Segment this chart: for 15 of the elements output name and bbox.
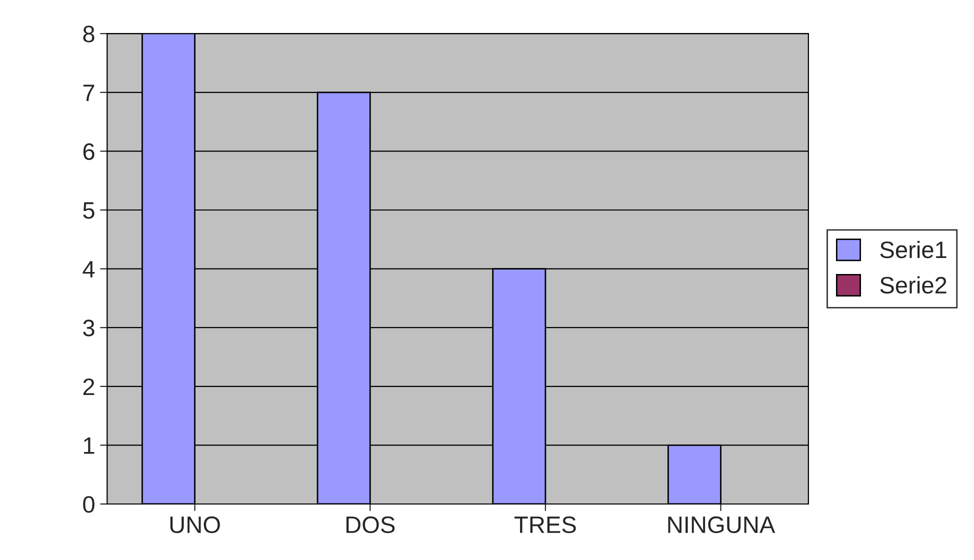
legend-label: Serie1: [880, 240, 946, 258]
y-tick-label: 8: [83, 26, 94, 42]
y-tick-label: 2: [83, 378, 94, 395]
y-tick-label: 0: [83, 496, 94, 513]
x-tick-label: TRES: [514, 516, 576, 534]
y-tick-label: 3: [83, 320, 94, 336]
x-tick-label: DOS: [346, 516, 395, 534]
y-tick-label: 5: [83, 202, 94, 219]
x-tick-label: UNO: [170, 516, 220, 534]
x-tick-label: NINGUNA: [668, 516, 776, 534]
y-tick-label: 4: [82, 261, 95, 278]
y-tick-label: 1: [84, 438, 94, 454]
legend-label: Serie2: [880, 276, 946, 294]
y-tick-label: 6: [83, 143, 94, 160]
y-tick-label: 7: [83, 84, 94, 101]
